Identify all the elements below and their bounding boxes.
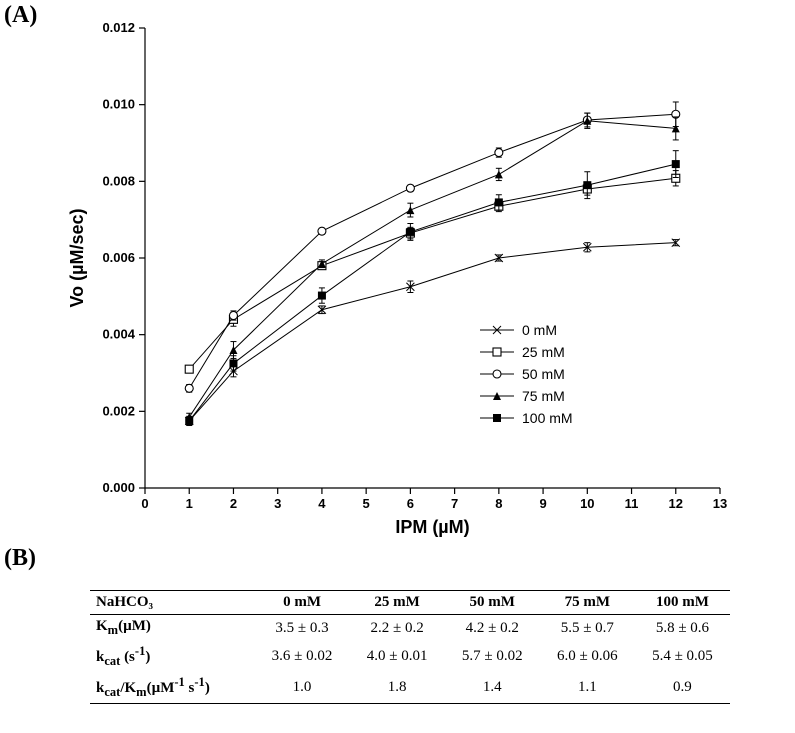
table-cell: 5.5 ± 0.7: [540, 615, 635, 642]
svg-text:7: 7: [451, 496, 458, 511]
svg-text:0.006: 0.006: [102, 250, 135, 265]
table-col-header: 75 mM: [540, 591, 635, 615]
svg-text:50 mM: 50 mM: [522, 366, 565, 382]
table-col-header: 50 mM: [445, 591, 540, 615]
row-label: kcat (s-1): [90, 641, 254, 672]
table-cell: 5.4 ± 0.05: [635, 641, 730, 672]
kinetics-table-wrap: NaHCO₃0 mM25 mM50 mM75 mM100 mMKm(µM)3.5…: [90, 590, 730, 704]
svg-text:3: 3: [274, 496, 281, 511]
svg-text:4: 4: [318, 496, 326, 511]
table-header-label: NaHCO₃: [90, 591, 254, 615]
kinetics-chart: 0123456789101112130.0000.0020.0040.0060.…: [60, 0, 760, 545]
svg-text:Vo (µM/sec): Vo (µM/sec): [67, 208, 87, 307]
svg-text:2: 2: [230, 496, 237, 511]
table-row: kcat (s-1)3.6 ± 0.024.0 ± 0.015.7 ± 0.02…: [90, 641, 730, 672]
panel-b-label: (B): [4, 545, 36, 572]
svg-text:6: 6: [407, 496, 414, 511]
table-cell: 2.2 ± 0.2: [350, 615, 445, 642]
svg-text:IPM (µM): IPM (µM): [395, 517, 469, 537]
svg-text:13: 13: [713, 496, 727, 511]
svg-text:12: 12: [669, 496, 683, 511]
svg-text:1: 1: [186, 496, 193, 511]
row-label: Km(µM): [90, 615, 254, 642]
table-cell: 1.4: [445, 672, 540, 704]
svg-text:5: 5: [363, 496, 370, 511]
svg-text:10: 10: [580, 496, 594, 511]
table-cell: 3.5 ± 0.3: [254, 615, 349, 642]
svg-text:11: 11: [625, 496, 639, 511]
table-cell: 0.9: [635, 672, 730, 704]
table-col-header: 100 mM: [635, 591, 730, 615]
panel-a-label: (A): [4, 2, 37, 29]
svg-text:0: 0: [141, 496, 148, 511]
svg-text:25 mM: 25 mM: [522, 344, 565, 360]
row-label: kcat/Km(µM-1 s-1): [90, 672, 254, 704]
table-cell: 4.2 ± 0.2: [445, 615, 540, 642]
svg-text:75 mM: 75 mM: [522, 388, 565, 404]
table-col-header: 25 mM: [350, 591, 445, 615]
figure-page: { "panels": { "A": "(A)", "B": "(B)" }, …: [0, 0, 795, 733]
svg-text:8: 8: [495, 496, 502, 511]
table-cell: 5.7 ± 0.02: [445, 641, 540, 672]
table-cell: 3.6 ± 0.02: [254, 641, 349, 672]
table-cell: 5.8 ± 0.6: [635, 615, 730, 642]
svg-text:0.010: 0.010: [102, 97, 135, 112]
svg-text:100 mM: 100 mM: [522, 410, 573, 426]
kinetics-table: NaHCO₃0 mM25 mM50 mM75 mM100 mMKm(µM)3.5…: [90, 590, 730, 704]
table-row: kcat/Km(µM-1 s-1)1.01.81.41.10.9: [90, 672, 730, 704]
svg-text:0.004: 0.004: [102, 327, 135, 342]
table-cell: 1.8: [350, 672, 445, 704]
svg-text:0.008: 0.008: [102, 173, 135, 188]
table-cell: 1.1: [540, 672, 635, 704]
table-cell: 1.0: [254, 672, 349, 704]
table-col-header: 0 mM: [254, 591, 349, 615]
chart-svg: 0123456789101112130.0000.0020.0040.0060.…: [60, 0, 760, 545]
table-cell: 4.0 ± 0.01: [350, 641, 445, 672]
svg-text:9: 9: [539, 496, 546, 511]
svg-text:0.000: 0.000: [102, 480, 135, 495]
svg-text:0 mM: 0 mM: [522, 322, 557, 338]
table-row: Km(µM)3.5 ± 0.32.2 ± 0.24.2 ± 0.25.5 ± 0…: [90, 615, 730, 642]
svg-text:0.002: 0.002: [102, 403, 135, 418]
svg-text:0.012: 0.012: [102, 20, 135, 35]
table-cell: 6.0 ± 0.06: [540, 641, 635, 672]
